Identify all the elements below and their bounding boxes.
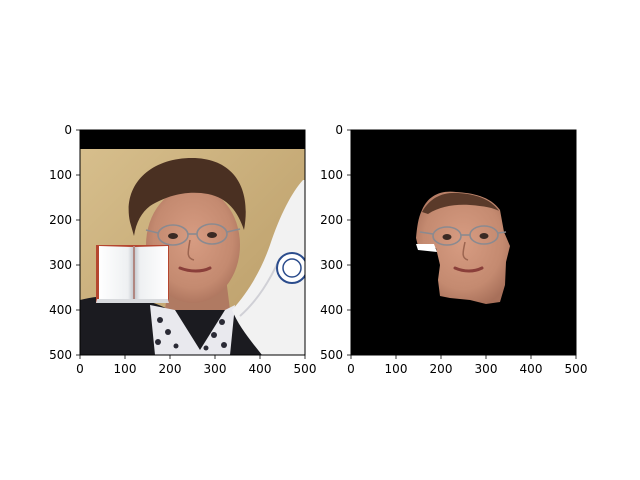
right-axes-frame [350,129,577,356]
left-x-tick-label: 200 [159,362,182,376]
left-x-axis: 0 100 200 300 400 500 [76,355,316,376]
left-axes-frame [79,129,306,356]
left-y-tick-label: 200 [49,213,72,227]
face [146,187,240,303]
left-y-axis: 0 100 200 300 400 500 [49,123,80,362]
left-photo [80,130,305,355]
right-x-tick-label: 500 [565,362,588,376]
right-x-tick-label: 400 [520,362,543,376]
left-x-tick-label: 500 [294,362,317,376]
left-y-tick-label: 400 [49,303,72,317]
hair [128,158,246,236]
right-x-tick-label: 0 [347,362,355,376]
right-y-axis: 0 100 200 300 400 500 [320,123,351,362]
right-x-tick-label: 100 [385,362,408,376]
segmented-face [416,191,510,304]
flag [232,180,305,355]
right-x-tick-label: 200 [430,362,453,376]
left-y-tick-label: 500 [49,348,72,362]
top-black-band [80,130,305,149]
left-y-tick-label: 100 [49,168,72,182]
left-x-tick-label: 400 [249,362,272,376]
book-overlay [96,245,169,303]
right-y-tick-label: 400 [320,303,343,317]
right-x-tick-label: 300 [475,362,498,376]
left-x-tick-label: 0 [76,362,84,376]
right-x-axis: 0 100 200 300 400 500 [347,355,587,376]
right-photo [351,130,576,355]
right-y-tick-label: 200 [320,213,343,227]
left-x-tick-label: 100 [114,362,137,376]
right-y-tick-label: 300 [320,258,343,272]
left-image-panel: 0 100 200 300 400 500 0 100 200 300 400 500 [49,123,316,376]
glasses [145,223,241,246]
left-x-tick-label: 300 [204,362,227,376]
flag-emblem [276,252,305,284]
right-y-tick-label: 100 [320,168,343,182]
left-y-tick-label: 0 [64,123,72,137]
right-y-tick-label: 500 [320,348,343,362]
left-y-tick-label: 300 [49,258,72,272]
right-image-panel: 0 100 200 300 400 500 0 100 200 300 400 500 [320,123,587,376]
right-y-tick-label: 0 [335,123,343,137]
